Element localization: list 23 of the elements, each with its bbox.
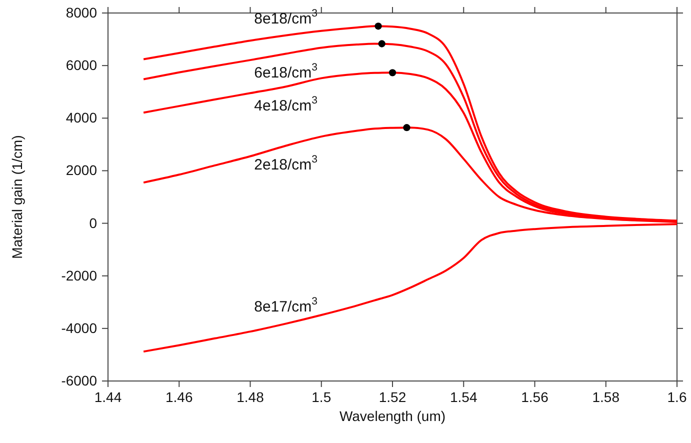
x-axis-title: Wavelength (um) bbox=[339, 408, 446, 424]
x-tick-label: 1.6 bbox=[667, 388, 687, 405]
y-axis-title: Material gain (1/cm) bbox=[9, 135, 25, 259]
y-tick-label: -4000 bbox=[61, 320, 98, 336]
y-tick-label: 4000 bbox=[66, 110, 98, 126]
x-tick-label: 1.54 bbox=[450, 388, 478, 405]
x-tick-label: 1.46 bbox=[166, 388, 193, 405]
y-tick-label: -6000 bbox=[61, 372, 98, 388]
y-tick-label: 6000 bbox=[66, 57, 98, 74]
series-label: 2e18/cm$^{3}$ bbox=[254, 154, 318, 174]
y-tick-label: 2000 bbox=[66, 162, 98, 178]
x-tick-label: 1.58 bbox=[592, 388, 620, 405]
x-tick-label: 1.52 bbox=[378, 388, 406, 405]
y-tick-label: 0 bbox=[89, 214, 98, 231]
series-label: 4e18/cm$^{3}$ bbox=[254, 94, 318, 115]
y-tick-label: 8000 bbox=[66, 4, 98, 20]
x-tick-label: 1.44 bbox=[94, 388, 122, 405]
series-label: 6e18/cm$^{3}$ bbox=[254, 62, 318, 82]
y-tick-label: -2000 bbox=[61, 267, 98, 284]
x-tick-label: 1.48 bbox=[236, 388, 264, 405]
series-label: 8e17/cm$^{3}$ bbox=[254, 295, 318, 316]
x-tick-label: 1.5 bbox=[312, 388, 332, 405]
x-tick-label: 1.56 bbox=[521, 388, 549, 405]
